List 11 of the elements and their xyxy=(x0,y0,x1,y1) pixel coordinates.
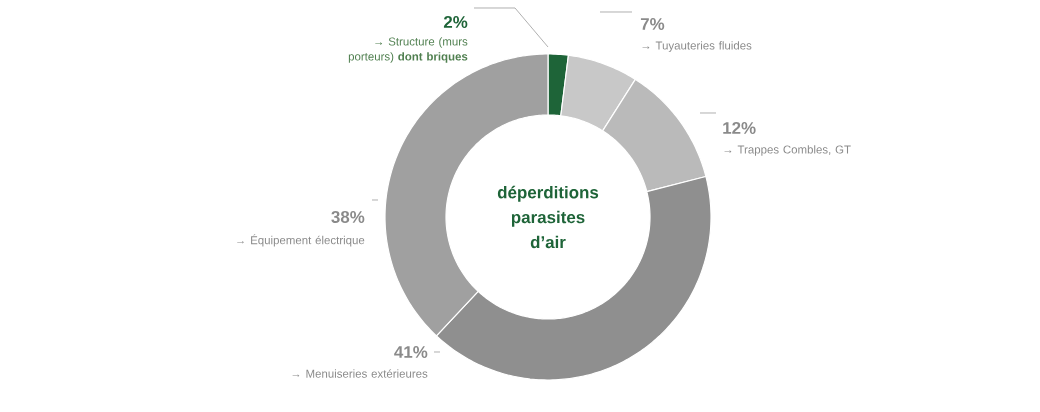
data-label: 2% xyxy=(443,16,468,28)
slice-label: → Tuyauteries fluides xyxy=(642,41,752,52)
slice-label: → Équipement électrique xyxy=(237,234,365,247)
slice-label: → Trappes Combles, GT xyxy=(724,145,851,156)
text: déperditions parasites d’air xyxy=(497,185,599,249)
slice-label: → Menuiseries extérieures xyxy=(292,369,428,378)
slice-label: → Structure (murs porteurs) dont briques xyxy=(348,37,468,63)
data-label: 41% xyxy=(394,346,428,358)
data-label: 38% xyxy=(331,210,365,223)
data-label: 12% xyxy=(723,122,756,134)
data-label: 7% xyxy=(640,18,665,30)
